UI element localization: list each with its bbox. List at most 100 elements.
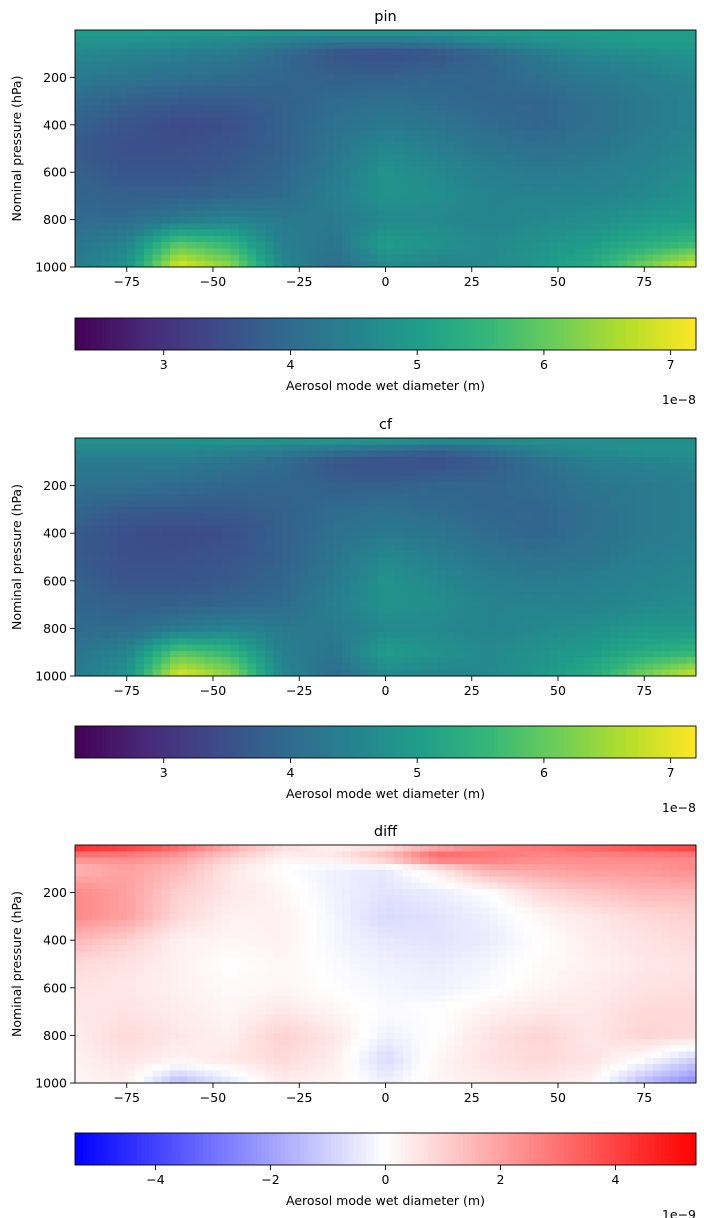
heatmap-cell <box>437 67 447 75</box>
heatmap-cell <box>583 582 594 589</box>
heatmap-cell <box>256 500 266 508</box>
heatmap-cell <box>178 575 188 583</box>
heatmap-cell <box>566 582 576 589</box>
heatmap-cell <box>627 444 637 452</box>
heatmap-cell <box>601 588 611 596</box>
heatmap-cell <box>394 179 404 187</box>
heatmap-cell <box>187 148 197 156</box>
heatmap-cell <box>523 111 533 118</box>
heatmap-cell <box>178 42 188 50</box>
heatmap-cell <box>135 582 145 589</box>
heatmap-cell <box>299 117 309 125</box>
colorbar-segment <box>564 318 569 350</box>
heatmap-cell <box>273 456 283 464</box>
heatmap-cell <box>290 481 300 489</box>
heatmap-cell <box>601 254 611 262</box>
heatmap-cell <box>118 36 128 44</box>
heatmap-cell <box>92 54 102 62</box>
heatmap-cell <box>109 582 119 589</box>
heatmap-cell <box>652 204 663 212</box>
heatmap-cell <box>359 185 369 193</box>
heatmap-cell <box>514 86 525 93</box>
heatmap-cell <box>618 154 628 162</box>
heatmap-cell <box>678 142 688 150</box>
heatmap-cell <box>316 450 326 458</box>
heatmap-cell <box>394 519 404 527</box>
heatmap-cell <box>635 142 645 150</box>
heatmap-cell <box>489 456 499 464</box>
heatmap-cell <box>299 160 309 168</box>
heatmap-cell <box>471 519 481 527</box>
heatmap-cell <box>635 73 645 81</box>
heatmap-cell <box>480 148 490 156</box>
heatmap-cell <box>333 254 343 262</box>
colorbar-segment <box>261 318 266 350</box>
colorbar-segment <box>187 318 193 350</box>
heatmap-cell <box>221 98 231 106</box>
heatmap-cell <box>558 242 568 249</box>
heatmap-cell <box>342 98 352 106</box>
heatmap-cell <box>169 167 180 175</box>
heatmap-cell <box>187 142 197 150</box>
heatmap-cell <box>290 248 300 256</box>
heatmap-cell <box>678 79 688 87</box>
heatmap-cell <box>652 92 663 100</box>
heatmap-cell <box>471 160 481 168</box>
heatmap-cell <box>316 136 326 143</box>
heatmap-cell <box>652 557 663 564</box>
heatmap-cell <box>221 469 231 477</box>
heatmap-cell <box>506 98 516 106</box>
heatmap-cell <box>376 607 387 614</box>
heatmap-cell <box>118 185 128 193</box>
heatmap-cell <box>394 117 404 125</box>
heatmap-cell <box>333 438 343 445</box>
heatmap-cell <box>204 575 214 583</box>
heatmap-cell <box>92 223 102 231</box>
heatmap-cell <box>221 481 231 489</box>
heatmap-cell <box>135 450 145 458</box>
heatmap-cell <box>299 438 309 445</box>
heatmap-cell <box>532 173 542 181</box>
heatmap-cell <box>75 563 85 571</box>
heatmap-cell <box>687 538 697 546</box>
heatmap-cell <box>627 217 637 224</box>
heatmap-cell <box>497 204 507 212</box>
heatmap-cell <box>514 217 525 224</box>
heatmap-cell <box>92 154 102 162</box>
heatmap-cell <box>307 588 318 596</box>
heatmap-cell <box>368 217 378 224</box>
heatmap-cell <box>135 538 145 546</box>
heatmap-cell <box>161 192 171 199</box>
heatmap-cell <box>307 456 318 464</box>
heatmap-cell <box>583 607 594 614</box>
heatmap-cell <box>385 192 395 199</box>
heatmap-cell <box>445 475 456 483</box>
heatmap-cell <box>187 117 197 125</box>
heatmap-cell <box>411 67 421 75</box>
heatmap-cell <box>549 600 559 608</box>
colorbar-segment <box>129 318 134 350</box>
heatmap-cell <box>437 531 447 539</box>
heatmap-cell <box>126 210 136 218</box>
heatmap-cell <box>256 607 266 614</box>
heatmap-cell <box>178 98 188 106</box>
heatmap-cell <box>652 469 663 477</box>
heatmap-cell <box>566 167 576 175</box>
heatmap-cell <box>342 588 352 596</box>
heatmap-cell <box>437 500 447 508</box>
heatmap-cell <box>540 179 550 187</box>
heatmap-cell <box>497 104 507 112</box>
heatmap-cell <box>678 569 688 577</box>
heatmap-cell <box>558 48 568 56</box>
heatmap-cell <box>195 444 205 452</box>
heatmap-cell <box>316 481 326 489</box>
heatmap-cell <box>575 142 585 150</box>
heatmap-cell <box>428 111 438 118</box>
heatmap-cell <box>670 136 680 143</box>
heatmap-cell <box>627 569 637 577</box>
heatmap-cell <box>195 179 205 187</box>
heatmap-cell <box>92 569 102 577</box>
heatmap-cell <box>195 142 205 150</box>
heatmap-cell <box>454 98 464 106</box>
heatmap-cell <box>471 192 481 199</box>
